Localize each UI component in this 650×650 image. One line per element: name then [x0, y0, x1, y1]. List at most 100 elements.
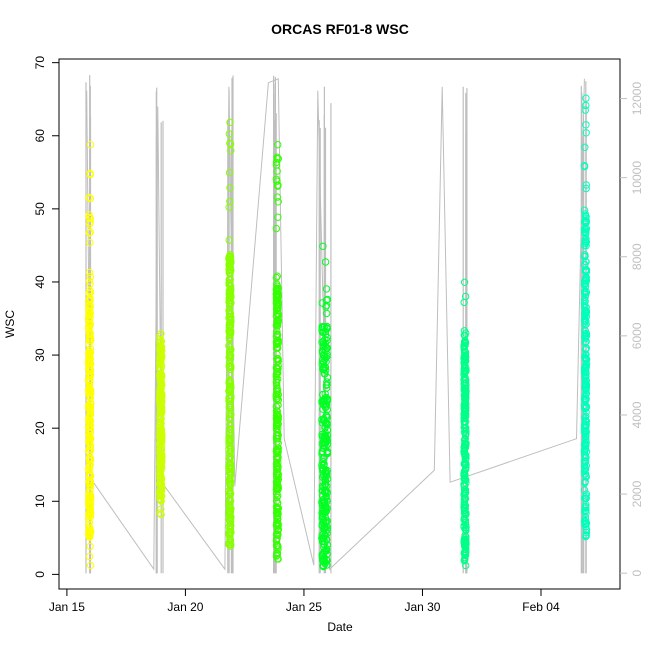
data-point — [226, 464, 235, 472]
data-point — [86, 214, 95, 223]
data-point — [225, 469, 234, 477]
data-point — [318, 432, 327, 441]
data-point — [582, 129, 590, 137]
data-point — [581, 236, 589, 244]
data-point — [85, 277, 94, 285]
data-point — [226, 347, 234, 355]
data-point — [581, 451, 589, 459]
x-tick-label: Jan 20 — [167, 600, 203, 614]
data-point — [274, 431, 282, 439]
data-point — [581, 333, 589, 341]
data-point — [274, 141, 282, 149]
data-point — [582, 519, 591, 527]
data-point — [272, 294, 281, 302]
data-point — [85, 375, 94, 383]
data-point — [157, 404, 166, 412]
data-point — [582, 462, 590, 470]
data-point — [323, 545, 331, 553]
data-point — [462, 451, 470, 459]
data-point — [319, 556, 327, 565]
data-point — [156, 419, 164, 427]
data-point — [274, 198, 282, 206]
data-point — [582, 279, 590, 287]
data-point — [460, 506, 469, 515]
data-point — [157, 505, 165, 513]
y2-tick-label: 10000 — [630, 161, 644, 195]
data-point — [581, 315, 589, 323]
data-point — [323, 434, 331, 443]
data-point — [582, 490, 591, 498]
data-point — [226, 197, 234, 206]
data-point — [581, 454, 589, 462]
data-point — [460, 343, 468, 351]
data-point — [85, 514, 93, 523]
data-point — [157, 426, 166, 434]
x-tick-label: Jan 15 — [49, 600, 85, 614]
data-point — [318, 534, 326, 542]
y-tick-label: 40 — [33, 275, 47, 289]
data-point — [156, 439, 164, 448]
data-point — [582, 181, 590, 189]
data-point — [582, 101, 590, 110]
data-point — [85, 531, 93, 539]
data-point — [460, 447, 468, 456]
data-point — [226, 118, 234, 127]
data-point — [156, 491, 164, 499]
data-point — [273, 284, 281, 293]
data-point — [225, 501, 233, 509]
data-point — [322, 472, 331, 480]
data-point — [86, 294, 94, 302]
data-point — [461, 366, 469, 375]
plot-frame — [58, 58, 621, 590]
data-point — [322, 401, 331, 409]
data-point — [86, 457, 94, 465]
data-point — [582, 421, 590, 430]
data-point — [580, 446, 589, 454]
x-tick-label: Jan 30 — [404, 600, 440, 614]
data-point — [319, 496, 327, 504]
data-point — [86, 403, 95, 411]
data-point — [273, 463, 281, 472]
data-point — [460, 503, 469, 511]
data-point — [321, 352, 329, 361]
data-point — [274, 390, 282, 398]
data-point — [322, 393, 330, 402]
data-point — [582, 383, 591, 391]
data-point — [85, 391, 94, 399]
data-point — [462, 439, 470, 447]
data-point — [85, 268, 94, 277]
data-point — [272, 490, 281, 498]
data-point — [273, 479, 281, 487]
data-point — [461, 455, 470, 463]
data-point — [461, 436, 469, 444]
y2-axis: 0 2000 4000 6000 8000 10000 12000 — [620, 82, 644, 577]
data-point — [460, 414, 468, 423]
data-point — [86, 169, 94, 178]
data-point — [460, 516, 468, 524]
data-point — [320, 558, 328, 566]
data-point — [227, 432, 235, 440]
data-point — [274, 504, 282, 512]
data-point — [273, 549, 282, 557]
data-point — [319, 405, 327, 413]
data-point — [318, 554, 327, 562]
data-point — [227, 528, 235, 536]
data-point — [226, 532, 234, 540]
data-point — [85, 444, 94, 453]
y-tick-label: 0 — [33, 571, 47, 578]
data-point — [582, 441, 590, 450]
altitude-line — [86, 78, 585, 571]
data-point — [582, 268, 591, 276]
data-point — [581, 416, 589, 424]
data-point — [85, 413, 94, 421]
data-point — [156, 421, 165, 430]
data-point — [318, 461, 326, 469]
data-point — [226, 309, 235, 318]
y2-tick-label: 2000 — [630, 480, 644, 507]
data-point — [157, 379, 165, 387]
data-point — [157, 352, 165, 360]
data-point — [225, 203, 233, 211]
data-point — [274, 545, 282, 553]
data-point — [580, 162, 589, 170]
data-point — [319, 324, 327, 332]
